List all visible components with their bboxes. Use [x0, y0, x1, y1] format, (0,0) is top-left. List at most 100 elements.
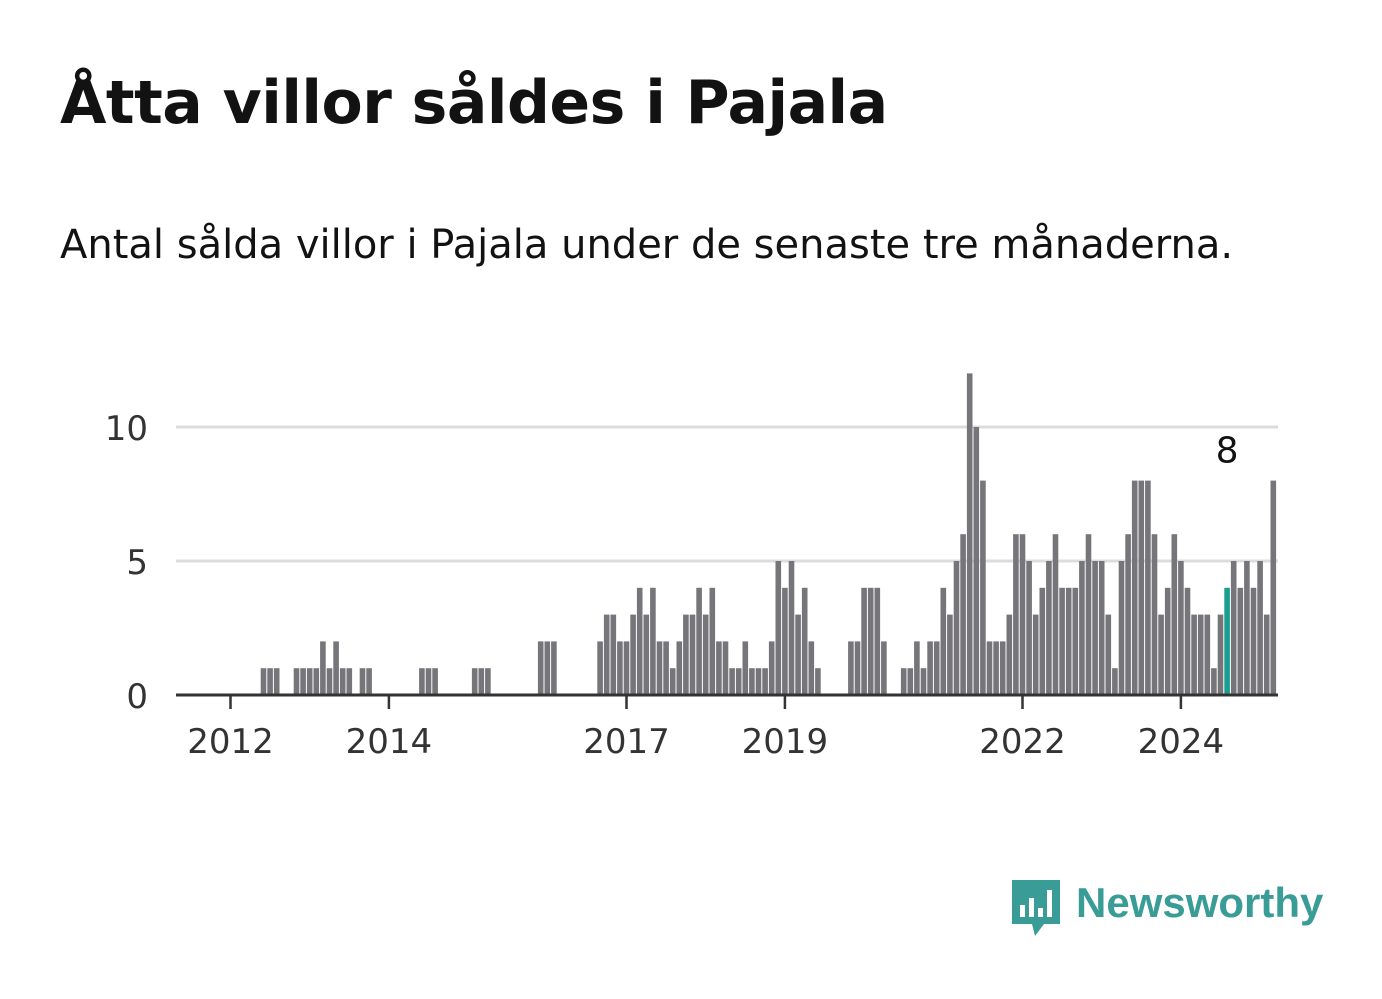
highlight-value-label: 8	[1216, 431, 1239, 472]
bar	[696, 587, 702, 695]
bar	[1013, 534, 1019, 695]
bar	[669, 668, 676, 695]
bar	[1006, 614, 1013, 695]
bar	[1178, 561, 1184, 695]
bar	[1026, 561, 1032, 695]
bar	[313, 668, 320, 695]
y-tick-label: 0	[126, 677, 148, 717]
bar	[617, 641, 623, 695]
bar	[425, 668, 432, 695]
bar	[914, 641, 920, 695]
bar	[854, 641, 861, 695]
bar	[1092, 561, 1098, 695]
bar-chart: 0 5 10 2012 2014 2017 2019 2022 2024 8	[105, 373, 1278, 762]
bar	[1112, 668, 1118, 695]
bar	[676, 641, 683, 695]
bar	[709, 587, 716, 695]
bar	[326, 668, 333, 695]
bar	[735, 668, 742, 695]
bar	[749, 668, 755, 695]
x-tick-label: 2017	[583, 722, 670, 762]
bar	[1257, 561, 1263, 695]
bar	[320, 641, 326, 695]
bar	[260, 668, 267, 695]
bar	[1191, 614, 1197, 695]
x-tick-label: 2022	[979, 722, 1066, 762]
bar	[861, 587, 867, 695]
bars	[260, 373, 1277, 695]
bar	[986, 641, 993, 695]
bar	[267, 668, 273, 695]
bar	[1204, 614, 1211, 695]
bar	[683, 614, 689, 695]
bar	[656, 641, 663, 695]
bar	[1263, 614, 1270, 695]
bar	[1164, 587, 1171, 695]
bar	[359, 668, 366, 695]
gridlines	[176, 425, 1278, 563]
bar	[471, 668, 478, 695]
bar	[1237, 587, 1244, 695]
bar	[768, 641, 775, 695]
bar	[1171, 534, 1178, 695]
bar	[848, 641, 854, 695]
bar	[702, 614, 709, 695]
bar	[636, 587, 643, 695]
bar	[1039, 587, 1046, 695]
bar	[920, 668, 927, 695]
bar	[874, 587, 881, 695]
bar	[293, 668, 300, 695]
bar	[1019, 534, 1026, 695]
bar	[1158, 614, 1164, 695]
bar	[801, 587, 808, 695]
bar	[643, 614, 650, 695]
bar	[815, 668, 821, 695]
bar	[1151, 534, 1158, 695]
bar	[1184, 587, 1191, 695]
bar	[808, 641, 815, 695]
bar	[1032, 614, 1039, 695]
bar	[663, 641, 669, 695]
bar	[927, 641, 933, 695]
bar	[597, 641, 603, 695]
bar	[782, 587, 788, 695]
x-tick-label: 2014	[346, 722, 433, 762]
bar	[1085, 534, 1092, 695]
bar	[907, 668, 914, 695]
bar	[300, 668, 306, 695]
bar	[795, 614, 801, 695]
chart-title: Åtta villor såldes i Pajala	[60, 68, 888, 138]
bar	[1270, 480, 1277, 695]
bar	[775, 561, 782, 695]
bar	[1059, 587, 1065, 695]
bar	[716, 641, 722, 695]
bar	[1125, 534, 1131, 695]
bar	[544, 641, 551, 695]
bar	[1244, 561, 1250, 695]
bar	[366, 668, 372, 695]
brand-name: Newsworthy	[1076, 879, 1324, 926]
bar	[980, 480, 986, 695]
bar	[485, 668, 491, 695]
bar	[689, 614, 696, 695]
bar-chart-speech-bubble-icon	[1012, 880, 1060, 936]
bar	[432, 668, 438, 695]
x-tick-label: 2024	[1138, 722, 1225, 762]
bar	[999, 641, 1006, 695]
bar	[650, 587, 656, 695]
bar	[993, 641, 999, 695]
x-tick-label: 2012	[187, 722, 274, 762]
bar	[610, 614, 617, 695]
bar	[788, 561, 795, 695]
bar	[537, 641, 544, 695]
bar	[1145, 480, 1151, 695]
bar	[1105, 614, 1112, 695]
bar	[339, 668, 346, 695]
bar	[762, 668, 768, 695]
bar	[1230, 561, 1237, 695]
y-tick-label: 5	[126, 543, 148, 583]
bar	[1072, 587, 1079, 695]
bar	[933, 641, 940, 695]
chart-subtitle: Antal sålda villor i Pajala under de sen…	[60, 222, 1234, 268]
bar-highlight	[1224, 587, 1230, 695]
